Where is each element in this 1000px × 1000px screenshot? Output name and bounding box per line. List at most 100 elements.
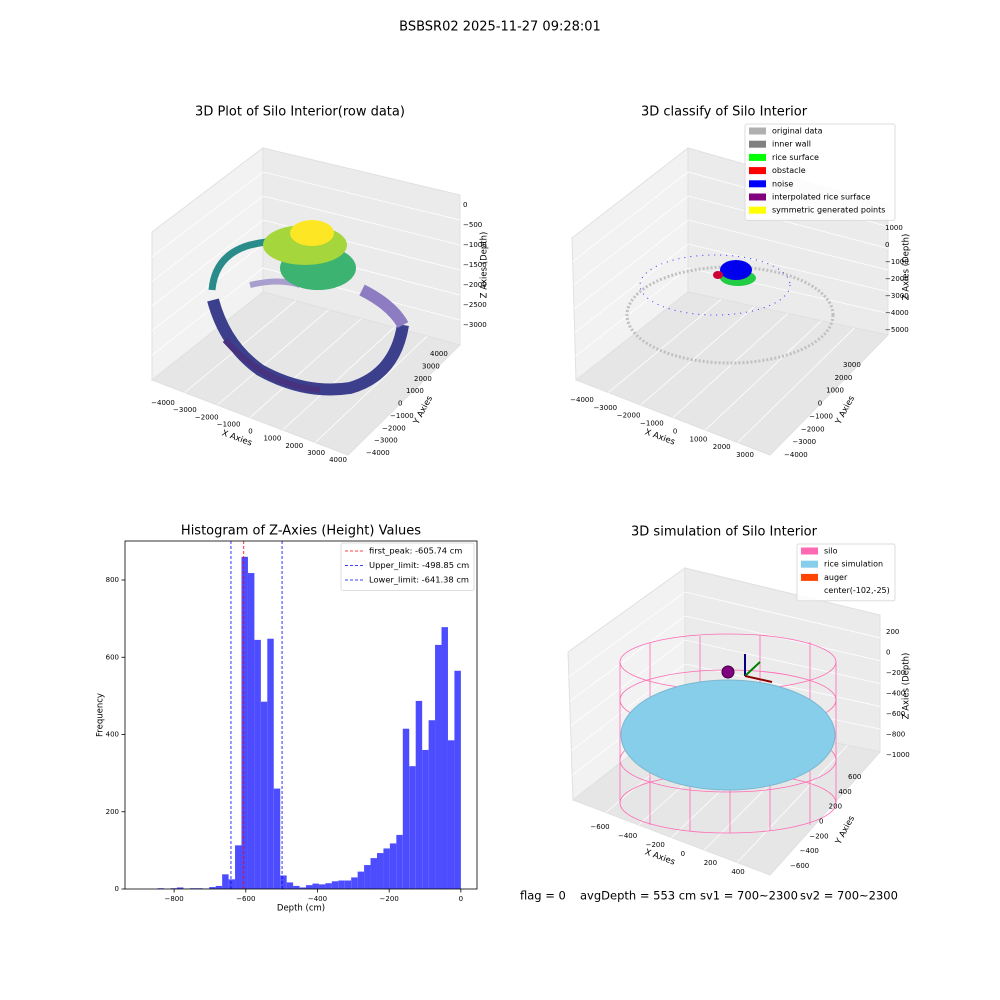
status-text: avgDepth = 553 cm (580, 889, 696, 903)
legend-patch (749, 167, 766, 175)
point-cloud (207, 220, 409, 396)
pane-grid (736, 745, 848, 863)
bar (357, 871, 365, 889)
bar (409, 766, 416, 889)
tick-label: 0 (818, 400, 822, 408)
axis-label: Y Axies (411, 394, 435, 427)
legend-label: symmetric generated points (772, 206, 885, 215)
point-cloud (625, 254, 835, 365)
chart-title: 3D simulation of Silo Interior (631, 525, 818, 540)
status-text: flag = 0 (520, 889, 566, 903)
bar (435, 644, 442, 889)
y-tick-label: 0 (115, 885, 119, 893)
tick-label: −200 (646, 841, 665, 849)
bar (318, 884, 326, 889)
bar (267, 638, 274, 889)
tick-label: −2000 (617, 412, 641, 420)
tick-label: 1000 (690, 435, 708, 443)
tick-label: −600 (886, 710, 905, 718)
bar (293, 885, 300, 889)
figure-title: BSBSR02 2025-11-27 09:28:01 (399, 20, 601, 35)
tick-label: 0 (885, 241, 889, 249)
wall-points (625, 265, 835, 365)
axis-label: Y Axies (833, 814, 857, 847)
bar (376, 853, 384, 889)
tick-label: −1000 (885, 258, 909, 266)
x-tick-label: −800 (164, 895, 183, 903)
pane-grid (737, 327, 855, 443)
bar (176, 887, 184, 889)
bar (415, 700, 423, 889)
tick-label: −3000 (463, 321, 487, 329)
bar (422, 749, 429, 889)
tick-label: 0 (681, 850, 685, 858)
axis-label: Z Axies (Depth) (902, 234, 912, 301)
legend-label: interpolated rice surface (772, 193, 870, 202)
tick-label: 200 (829, 803, 842, 811)
pane-grid (568, 591, 881, 677)
tick-label: −2000 (801, 425, 825, 433)
bar (260, 701, 268, 889)
legend-patch (749, 206, 766, 214)
pane-grid (282, 327, 395, 431)
tick-label: −1000 (390, 412, 414, 420)
legend-label: Upper_limit: -498.85 cm (369, 560, 469, 570)
surface-points (290, 220, 334, 246)
tick-label: 3000 (843, 361, 861, 369)
tick-label: 0 (248, 428, 252, 436)
y-tick-label: 800 (106, 576, 119, 584)
tick-label: 0 (463, 201, 467, 209)
legend-label: noise (772, 179, 793, 188)
axis-label: X Axies (643, 847, 676, 867)
tick-label: −400 (800, 847, 819, 855)
x-tick-label: −200 (380, 895, 399, 903)
wall-points (222, 338, 321, 393)
axis-label: Y Axies (833, 394, 857, 427)
bar (389, 843, 397, 889)
noise-points (720, 260, 752, 280)
tick-label: 1000 (826, 387, 844, 395)
tick-label: −200 (809, 832, 828, 840)
tick-label: 2000 (414, 375, 432, 383)
pane-grid (249, 318, 362, 418)
bar (286, 882, 294, 889)
tick-label: −4000 (151, 399, 175, 407)
bar (235, 845, 242, 889)
tick-label: −4000 (570, 396, 594, 404)
bar (428, 720, 436, 889)
x-tick-label: −400 (308, 895, 327, 903)
legend-label: center(-102,-25) (824, 586, 890, 595)
tick-label: −500 (463, 221, 482, 229)
tick-label: 600 (848, 773, 861, 781)
tick-label: −800 (886, 731, 905, 739)
pane-grid (575, 267, 889, 357)
tick-label: −1000 (463, 241, 487, 249)
wall-points (359, 284, 409, 329)
pane-grid (217, 309, 329, 406)
tick-label: −2000 (463, 281, 487, 289)
axis-label: X Axies (643, 427, 676, 447)
tick-label: −200 (886, 669, 905, 677)
bar (254, 639, 261, 889)
legend-label: silo (824, 547, 838, 556)
pane-grid (151, 195, 461, 282)
rice-surface (620, 679, 836, 791)
bar (247, 573, 255, 889)
bar (299, 887, 307, 889)
tick-label: −1000 (886, 751, 910, 759)
tick-label: 0 (398, 400, 402, 408)
bar (454, 670, 461, 889)
tick-label: −3000 (885, 292, 909, 300)
chart-title: 3D Plot of Silo Interior(row data) (195, 105, 405, 120)
pane-grid (569, 615, 881, 702)
legend-label: original data (772, 127, 823, 136)
tick-label: 0 (673, 427, 677, 435)
bar (364, 865, 371, 889)
y-tick-label: 200 (106, 808, 119, 816)
legend-patch (749, 127, 766, 135)
tick-label: −400 (618, 832, 637, 840)
bar (351, 877, 358, 889)
chart-title: Histogram of Z-Axies (Height) Values (181, 524, 421, 539)
tick-label: 400 (731, 868, 744, 876)
